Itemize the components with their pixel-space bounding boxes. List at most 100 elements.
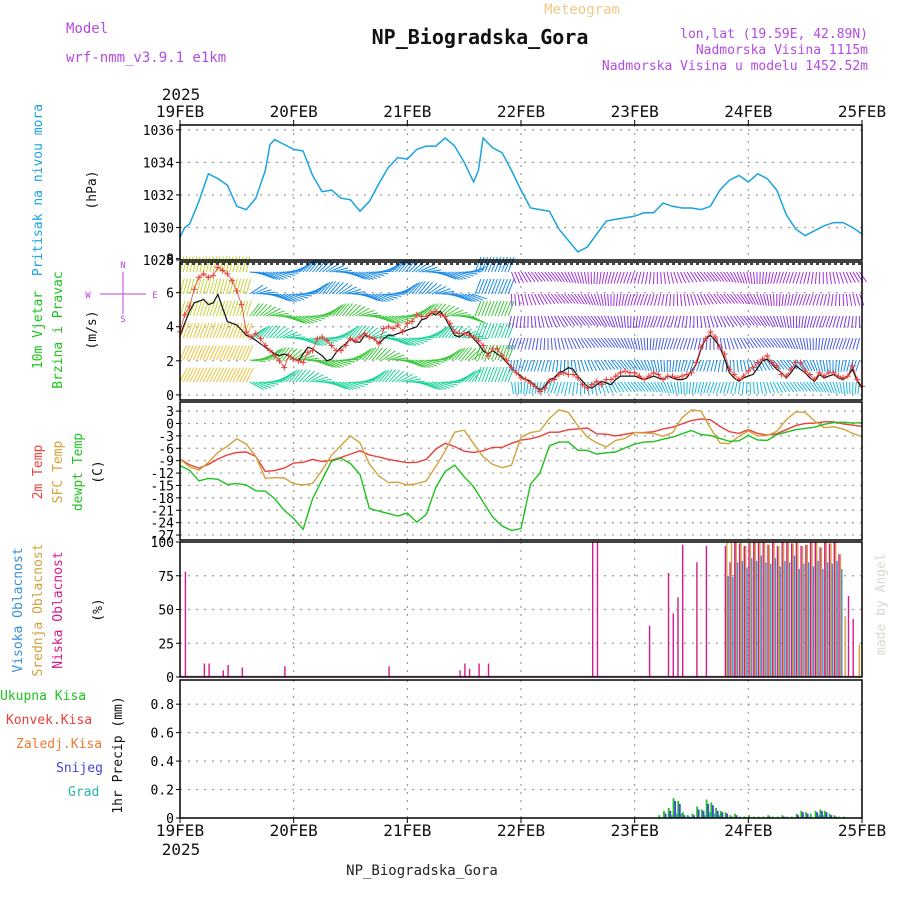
low-cloud-bar [184,571,187,677]
wind-arrow [809,315,814,328]
wind-arrow [808,293,814,306]
wind-arrow [358,271,374,280]
low-cloud-bar [672,613,674,677]
wind-arrow [504,344,512,361]
wind-arrow [375,370,387,383]
wind-arrow [484,366,492,383]
y-tick-label: 0.4 [151,755,175,770]
wind-arrow [746,293,754,305]
wind-arrow [458,293,473,302]
low-cloud-bar [795,542,798,677]
wind-arrow [852,271,860,283]
wind-arrow [385,315,400,325]
y-tick-label: 75 [158,570,174,585]
wind-gust-marker [380,325,387,332]
wind-arrow [196,345,204,361]
wind-arrow [700,293,707,306]
wind-arrow [302,315,318,323]
wind-gust-marker [607,376,614,383]
wind-arrow [759,381,764,394]
low-cloud-bar [762,542,764,677]
wind-arrow [792,337,799,350]
wind-arrow [444,307,460,317]
wind-arrow [530,359,536,372]
wind-arrow [818,315,824,328]
wind-arrow [672,359,675,372]
wind-gust-marker [461,330,468,337]
wind-arrow [530,293,537,306]
wind-arrow [623,381,632,392]
wind-arrow [272,293,288,301]
wind-arrow [630,359,639,371]
wind-arrow [206,256,211,273]
wind-arrow [739,293,748,305]
wind-arrow [636,293,642,306]
wind-arrow [179,345,187,361]
wind-arrow [531,381,536,394]
wind-arrow [633,271,638,284]
wind-arrow [567,359,569,373]
wind-gust-marker [854,376,861,383]
wind-arrow [378,315,394,324]
wind-arrow [587,293,594,306]
wind-gust-marker [830,369,837,376]
wind-arrow [262,325,274,339]
wind-arrow [700,315,703,328]
wind-arrow [749,315,758,326]
wind-arrow [657,293,662,306]
wind-arrow [739,359,743,372]
wind-arrow [640,337,643,350]
wind-arrow [845,293,848,306]
wind-arrow [421,266,438,273]
wind-gust-marker [252,330,259,337]
wind-arrow [309,315,326,320]
wind-arrow [487,366,495,383]
model-name: wrf-nmm_v3.9.1 e1km [66,50,226,66]
wind-gust-marker [342,342,349,349]
wind-arrow [192,367,201,383]
high-cloud-bar [779,566,781,677]
total-precip-bar [795,813,798,818]
wind-arrow [428,381,443,391]
wind-arrow [736,293,745,304]
wind-gust-marker [518,374,524,381]
low-cloud-bar [729,562,731,678]
wind-arrow [626,271,632,284]
wind-arrow [749,271,753,284]
wind-arrow [222,345,231,361]
wind-arrow [564,271,571,283]
wind-arrow [806,337,809,350]
wind-arrow [537,359,542,372]
wind-arrow [789,315,792,328]
wind-arrow [202,322,210,339]
wind-arrow [700,381,705,394]
wind-gust-marker [503,357,510,364]
date-label-bottom: 24FEB [724,821,772,840]
wind-arrow [584,359,590,372]
wind-arrow [477,322,485,339]
wind-gust-marker [409,318,416,325]
wind-arrow [544,293,552,305]
wind-arrow [481,322,488,339]
wind-arrow [670,381,675,394]
wind-arrow [381,350,396,361]
wind-arrow [434,326,448,339]
precip-unit: (mm) [111,696,126,727]
wind-arrow [560,337,565,350]
wind-arrow [726,315,734,327]
y-tick-label: 0 [166,812,174,827]
wind-arrow [680,359,685,372]
wind-gust-marker [356,333,363,340]
wind-arrow [242,278,248,295]
hail-bar [704,815,706,818]
wind-arrow [693,337,698,350]
total-precip-bar [748,815,751,818]
wind-arrow [630,381,639,392]
wind-gust-marker [750,364,757,371]
wind-arrow [610,359,619,370]
snow-bar [693,815,695,818]
wind-arrow [650,315,655,328]
wind-arrow [753,315,762,326]
pressure-line [179,136,863,253]
wind-arrow [544,359,549,372]
